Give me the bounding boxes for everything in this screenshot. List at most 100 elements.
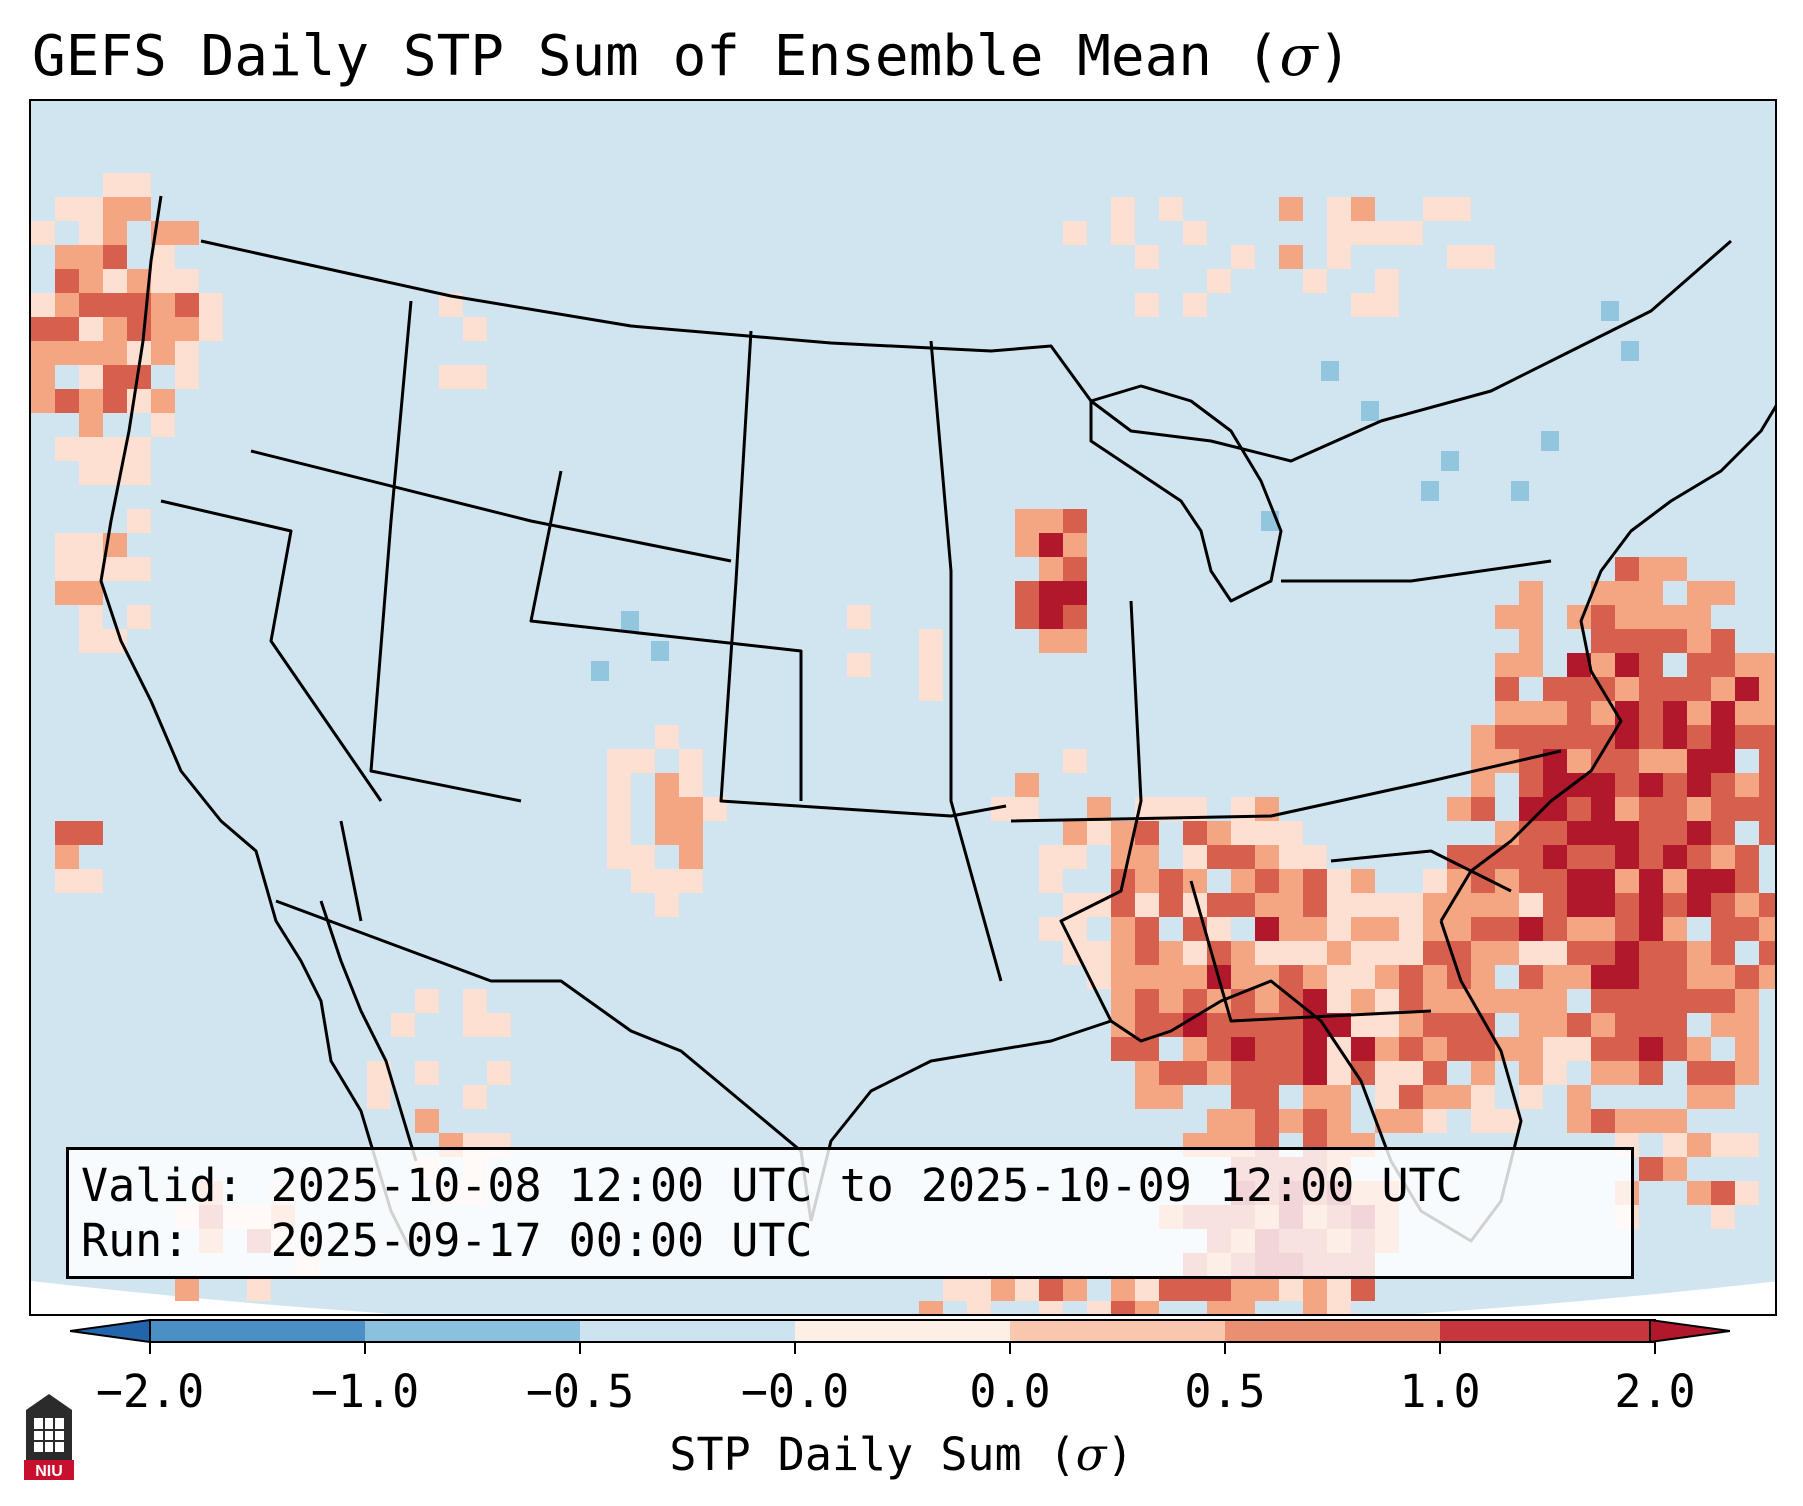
colorbar-over-arrow [1649,1318,1730,1344]
anomaly-cell [391,1013,415,1037]
anomaly-cell [1519,581,1543,605]
anomaly-cell [1351,1013,1375,1037]
anomaly-cell [1471,1061,1495,1085]
anomaly-cell [79,533,103,557]
anomaly-cell [1327,893,1351,917]
anomaly-cell [1543,677,1567,701]
anomaly-cell [1519,725,1543,749]
anomaly-cell [1471,893,1495,917]
anomaly-cell [79,389,103,413]
anomaly-cell [1567,1085,1591,1109]
negative-anomaly-cell [1361,401,1379,421]
anomaly-cell [1711,1061,1735,1085]
anomaly-cell [1639,677,1663,701]
anomaly-cell [1255,941,1279,965]
anomaly-cell [1135,869,1159,893]
anomaly-cell [1615,989,1639,1013]
colorbar-tick-label: −2.0 [95,1365,205,1418]
anomaly-cell [1159,1277,1183,1301]
anomaly-cell [1567,845,1591,869]
anomaly-cell [1447,245,1471,269]
anomaly-cell [1519,821,1543,845]
anomaly-cell [79,461,103,485]
anomaly-cell [1495,917,1519,941]
anomaly-cell [1615,773,1639,797]
anomaly-cell [1471,941,1495,965]
valid-value: 2025-10-08 12:00 UTC to 2025-10-09 12:00… [270,1159,1463,1212]
anomaly-cell [1759,941,1775,965]
anomaly-cell [1135,1301,1159,1314]
anomaly-cell [1111,893,1135,917]
anomaly-cell [1063,533,1087,557]
anomaly-cell [1255,1061,1279,1085]
colorbar-bin [365,1320,580,1342]
anomaly-cell [1111,941,1135,965]
anomaly-cell [1639,1109,1663,1133]
anomaly-cell [79,245,103,269]
anomaly-cell [1567,965,1591,989]
anomaly-cell [1423,869,1447,893]
anomaly-cell [55,533,79,557]
anomaly-cell [1639,629,1663,653]
anomaly-cell [1663,1037,1687,1061]
anomaly-cell [1111,197,1135,221]
anomaly-cell [1231,1061,1255,1085]
anomaly-cell [79,197,103,221]
anomaly-cell [1735,725,1759,749]
anomaly-cell [631,749,655,773]
anomaly-cell [1567,893,1591,917]
map-title: GEFS Daily STP Sum of Ensemble Mean (σ) [32,24,1352,89]
anomaly-cell [1087,797,1111,821]
anomaly-cell [1327,1277,1351,1301]
anomaly-cell [1351,869,1375,893]
anomaly-cell [1615,701,1639,725]
anomaly-cell [1639,773,1663,797]
anomaly-cell [1663,941,1687,965]
anomaly-cell [1231,869,1255,893]
anomaly-cell [1279,1277,1303,1301]
anomaly-cell [1207,1037,1231,1061]
anomaly-cell [1639,821,1663,845]
anomaly-cell [1567,1037,1591,1061]
anomaly-cell [1399,893,1423,917]
anomaly-cell [1327,989,1351,1013]
anomaly-cell [1543,797,1567,821]
colorbar-bin [150,1320,365,1342]
anomaly-cell [607,821,631,845]
anomaly-cell [1735,893,1759,917]
anomaly-cell [1519,773,1543,797]
anomaly-cell [1519,893,1543,917]
anomaly-cell [1159,941,1183,965]
anomaly-cell [1183,1037,1207,1061]
anomaly-cell [1471,965,1495,989]
anomaly-cell [1639,1037,1663,1061]
anomaly-cell [1447,797,1471,821]
anomaly-cell [487,1013,511,1037]
anomaly-cell [1351,989,1375,1013]
anomaly-cell [1279,245,1303,269]
anomaly-cell [1663,605,1687,629]
anomaly-cell [1519,797,1543,821]
colorbar-tick-label: 0.0 [969,1365,1051,1418]
anomaly-cell [1615,845,1639,869]
anomaly-cell [1303,1085,1327,1109]
anomaly-cell [1639,941,1663,965]
anomaly-cell [1639,845,1663,869]
anomaly-cell [1687,725,1711,749]
anomaly-cell [679,773,703,797]
anomaly-cell [55,269,79,293]
anomaly-cell [1471,245,1495,269]
colorbar-tick-label: −0.0 [740,1365,850,1418]
anomaly-cell [1279,941,1303,965]
anomaly-cell [1687,797,1711,821]
anomaly-cell [1495,989,1519,1013]
anomaly-cell [1327,221,1351,245]
anomaly-cell [1663,629,1687,653]
anomaly-cell [1567,1109,1591,1133]
anomaly-cell [1639,749,1663,773]
stp-anomaly-map [31,101,1775,1314]
anomaly-cell [1519,1037,1543,1061]
map-panel[interactable] [29,99,1777,1316]
anomaly-cell [103,221,127,245]
colorbar-bin [580,1320,795,1342]
